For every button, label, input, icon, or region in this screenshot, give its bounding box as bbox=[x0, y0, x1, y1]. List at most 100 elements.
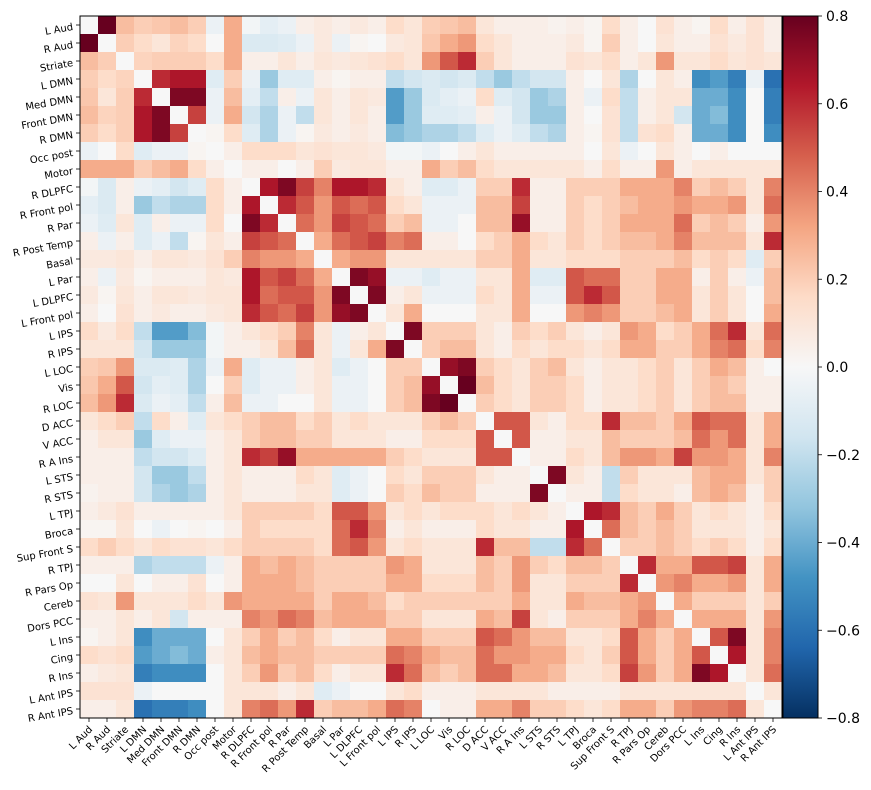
heatmap-cell bbox=[278, 538, 297, 557]
heatmap-cell bbox=[404, 268, 423, 287]
heatmap-cell bbox=[260, 142, 279, 161]
heatmap-cell bbox=[314, 376, 333, 395]
heatmap-cell bbox=[566, 250, 585, 269]
heatmap-cell bbox=[386, 682, 405, 701]
heatmap-cell bbox=[728, 646, 747, 665]
heatmap-cell bbox=[224, 574, 243, 593]
heatmap-cell bbox=[512, 556, 531, 575]
heatmap-cell bbox=[728, 556, 747, 575]
heatmap-cell bbox=[80, 376, 99, 395]
heatmap-cell bbox=[224, 178, 243, 197]
heatmap-cell bbox=[440, 232, 459, 251]
heatmap-cell bbox=[602, 484, 621, 503]
heatmap-cell bbox=[368, 556, 387, 575]
heatmap-cell bbox=[260, 520, 279, 539]
heatmap-cell bbox=[80, 142, 99, 161]
heatmap-cell bbox=[80, 394, 99, 413]
heatmap-cell bbox=[746, 466, 765, 485]
heatmap-cell bbox=[170, 142, 189, 161]
heatmap-cell bbox=[206, 700, 225, 719]
heatmap-cell bbox=[656, 412, 675, 431]
heatmap-cell bbox=[170, 448, 189, 467]
heatmap-cell bbox=[422, 16, 441, 35]
heatmap-cell bbox=[386, 358, 405, 377]
heatmap-cell bbox=[494, 52, 513, 71]
heatmap-cell bbox=[206, 268, 225, 287]
heatmap-cell bbox=[278, 16, 297, 35]
heatmap-cell bbox=[170, 340, 189, 359]
heatmap-cell bbox=[368, 502, 387, 521]
heatmap-cell bbox=[494, 70, 513, 89]
heatmap-cell bbox=[638, 448, 657, 467]
heatmap-cell bbox=[206, 664, 225, 683]
heatmap-cell bbox=[476, 700, 495, 719]
heatmap-cell bbox=[440, 646, 459, 665]
heatmap-cell bbox=[206, 34, 225, 53]
heatmap-cell bbox=[134, 160, 153, 179]
heatmap-cell bbox=[314, 700, 333, 719]
heatmap-cell bbox=[188, 88, 207, 107]
heatmap-cell bbox=[584, 304, 603, 323]
heatmap-cell bbox=[674, 52, 693, 71]
heatmap-cell bbox=[134, 106, 153, 125]
heatmap-cell bbox=[422, 682, 441, 701]
heatmap-cell bbox=[530, 592, 549, 611]
heatmap-cell bbox=[476, 34, 495, 53]
heatmap-cell bbox=[206, 538, 225, 557]
heatmap-cell bbox=[494, 556, 513, 575]
heatmap-cell bbox=[746, 196, 765, 215]
heatmap-cell bbox=[656, 610, 675, 629]
heatmap-cell bbox=[80, 250, 99, 269]
heatmap-cell bbox=[512, 34, 531, 53]
heatmap-cell bbox=[746, 322, 765, 341]
heatmap-cell bbox=[422, 430, 441, 449]
heatmap-cell bbox=[386, 610, 405, 629]
heatmap-cell bbox=[746, 286, 765, 305]
heatmap-cell bbox=[584, 610, 603, 629]
heatmap-cell bbox=[710, 196, 729, 215]
y-tick-label: Cing bbox=[50, 652, 74, 667]
heatmap-cell bbox=[422, 250, 441, 269]
heatmap-cell bbox=[494, 304, 513, 323]
heatmap-cell bbox=[332, 484, 351, 503]
heatmap-cell bbox=[242, 322, 261, 341]
heatmap-cell bbox=[98, 34, 117, 53]
heatmap-cell bbox=[476, 124, 495, 143]
heatmap-cell bbox=[530, 232, 549, 251]
heatmap-cell bbox=[260, 484, 279, 503]
heatmap-cell bbox=[170, 178, 189, 197]
heatmap-cell bbox=[368, 664, 387, 683]
heatmap-cell bbox=[116, 682, 135, 701]
heatmap-cell bbox=[188, 52, 207, 71]
heatmap-cell bbox=[728, 700, 747, 719]
heatmap-cell bbox=[602, 430, 621, 449]
heatmap-cell bbox=[458, 304, 477, 323]
heatmap-cell bbox=[566, 196, 585, 215]
heatmap-cell bbox=[620, 106, 639, 125]
heatmap-cell bbox=[242, 88, 261, 107]
heatmap-cell bbox=[386, 52, 405, 71]
heatmap-cell bbox=[548, 250, 567, 269]
heatmap-cell bbox=[548, 70, 567, 89]
heatmap-cell bbox=[620, 466, 639, 485]
heatmap-cell bbox=[404, 682, 423, 701]
heatmap-cell bbox=[116, 628, 135, 647]
heatmap-cell bbox=[152, 448, 171, 467]
heatmap-cell bbox=[260, 34, 279, 53]
heatmap-cell bbox=[476, 70, 495, 89]
heatmap-cell bbox=[116, 430, 135, 449]
heatmap-cell bbox=[224, 52, 243, 71]
heatmap-cell bbox=[566, 448, 585, 467]
heatmap-cell bbox=[278, 88, 297, 107]
heatmap-cell bbox=[98, 538, 117, 557]
y-tick-label: D ACC bbox=[41, 418, 74, 434]
heatmap-cell bbox=[728, 682, 747, 701]
heatmap-cell bbox=[494, 430, 513, 449]
heatmap-cell bbox=[638, 538, 657, 557]
heatmap-cell bbox=[476, 466, 495, 485]
heatmap-cell bbox=[206, 412, 225, 431]
heatmap-cell bbox=[746, 340, 765, 359]
y-tick-label: V ACC bbox=[42, 436, 74, 452]
heatmap-cell bbox=[314, 394, 333, 413]
heatmap-cell bbox=[152, 664, 171, 683]
